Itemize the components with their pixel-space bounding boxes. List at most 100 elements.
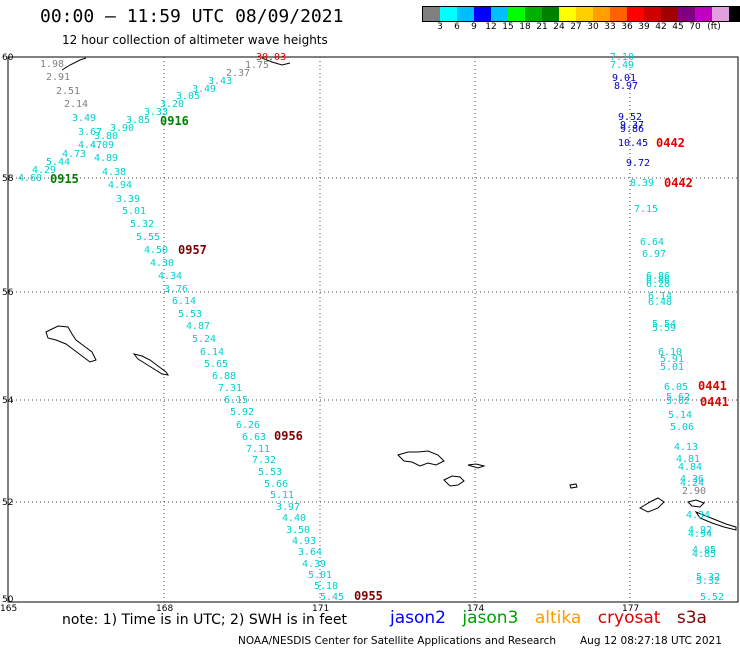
- swh-label: 4.40: [282, 513, 306, 524]
- footer-timestamp: Aug 12 08:27:18 UTC 2021: [580, 635, 722, 647]
- swh-label: 8.97: [614, 81, 638, 92]
- swh-label: 10.45: [618, 138, 648, 149]
- lon-label-168: 168: [156, 604, 173, 614]
- legend-swatch: [627, 7, 644, 21]
- swh-label: 7.32: [252, 455, 276, 466]
- swh-label: 1.98: [40, 59, 64, 70]
- legend-swatch: [576, 7, 593, 21]
- legend-swatch: [474, 7, 491, 21]
- swh-label: 3.76: [164, 284, 188, 295]
- legend-swatch: [661, 7, 678, 21]
- bering-island-outline: [45, 325, 97, 363]
- lat-lon-grid: [8, 57, 738, 602]
- medny-island-outline: [132, 353, 170, 376]
- swh-label: 5.62: [666, 396, 690, 407]
- page-title: 00:00 – 11:59 UTC 08/09/2021: [40, 6, 344, 27]
- land-outlines: [45, 57, 737, 531]
- time-tag-cryosat: 0441: [700, 395, 729, 409]
- swh-label: 5.54: [652, 319, 676, 330]
- swh-label: 7.49: [610, 60, 634, 71]
- legend-swatch: [525, 7, 542, 21]
- legend-tick-label: 15: [502, 22, 514, 32]
- coast-fragment-top: [261, 57, 291, 66]
- swh-label: 4.93: [292, 536, 316, 547]
- swh-label: 5.66: [264, 479, 288, 490]
- lon-label-174: 174: [467, 604, 484, 614]
- swh-label: 5.06: [670, 422, 694, 433]
- legend-unit: (ft): [707, 22, 721, 32]
- legend-swatch: [644, 7, 661, 21]
- swh-label: 2.90: [682, 486, 706, 497]
- swh-label: 3.39: [116, 194, 140, 205]
- swh-label: 5.92: [230, 407, 254, 418]
- swh-label: 4.87: [186, 321, 210, 332]
- swh-label: 6.48: [648, 297, 672, 308]
- rat-islands-outline: [687, 499, 705, 508]
- legend-tick-label: 21: [536, 22, 548, 32]
- lat-label-54: 54: [2, 396, 14, 406]
- swh-label: 4.85: [692, 545, 716, 556]
- swh-label: 8.39: [630, 178, 654, 189]
- swh-label: 4.29: [32, 165, 56, 176]
- swh-label: 6.64: [640, 237, 664, 248]
- swh-label: 4.34: [158, 271, 182, 282]
- satellite-legend: jason2 jason3 altika cryosat s3a: [390, 608, 718, 628]
- buldir-island-outline: [569, 483, 578, 489]
- legend-swatch: [610, 7, 627, 21]
- map-frame: [7, 56, 739, 603]
- legend-tick-label: 42: [655, 22, 667, 32]
- swh-label: 3.50: [286, 525, 310, 536]
- lon-label-171: 171: [312, 604, 329, 614]
- swh-label: 5.11: [270, 490, 294, 501]
- swh-label: 4.39: [302, 559, 326, 570]
- swh-value-high: 30.03: [256, 52, 286, 63]
- swh-label: 2.37: [226, 68, 250, 79]
- swh-label: 9.52: [618, 112, 642, 123]
- swh-label: 6.86: [646, 271, 670, 282]
- legend-tick-label: 18: [519, 22, 531, 32]
- amchitka-island-outline: [694, 510, 737, 531]
- swh-label: 4.09: [90, 140, 114, 151]
- swh-label: 2.91: [46, 72, 70, 83]
- lat-label-50: 50: [2, 595, 14, 605]
- satellite-altika: altika: [534, 608, 582, 628]
- swh-label: 3.33: [144, 107, 168, 118]
- swh-label: 6.63: [242, 432, 266, 443]
- swh-label: 5.14: [668, 410, 692, 421]
- legend-swatch: [542, 7, 559, 21]
- legend-tick-label: 24: [553, 22, 565, 32]
- swh-label: 6.14: [200, 347, 224, 358]
- swh-label: 3.20: [160, 99, 184, 110]
- footer-note: note: 1) Time is in UTC; 2) SWH is in fe…: [62, 612, 348, 628]
- time-tag-cryosat: 0441: [698, 379, 727, 393]
- kamchatka-coast-fragment: [61, 57, 87, 71]
- swh-label: 5.53: [178, 309, 202, 320]
- legend-tick-label: 45: [672, 22, 684, 32]
- swh-label: 6.26: [236, 420, 260, 431]
- legend-tick-label: 9: [471, 22, 477, 32]
- swh-label: 3.64: [298, 547, 322, 558]
- legend-swatch: [491, 7, 508, 21]
- swh-label: 5.62: [666, 392, 690, 403]
- satellite-jason3: jason3: [462, 608, 519, 628]
- swh-label: 6.10: [658, 347, 682, 358]
- swh-label: 4.13: [674, 442, 698, 453]
- legend-tick-label: 3: [437, 22, 443, 32]
- swh-label: 4.94: [108, 180, 132, 191]
- swh-label: 7.31: [218, 383, 242, 394]
- swh-label: 6.15: [224, 395, 248, 406]
- lat-label-58: 58: [2, 174, 14, 184]
- swh-label: 7.10: [610, 52, 634, 63]
- swh-label: 3.90: [110, 123, 134, 134]
- swh-label: 4.38: [102, 167, 126, 178]
- time-tag-s3a: 0957: [178, 243, 207, 257]
- page-subtitle: 12 hour collection of altimeter wave hei…: [62, 33, 328, 47]
- swh-label: 5.55: [136, 232, 160, 243]
- swh-label: 4.60: [18, 173, 42, 184]
- swh-label: 3.49: [72, 113, 96, 124]
- swh-label: 4.47: [78, 140, 102, 151]
- attu-island-outline: [397, 450, 445, 467]
- swh-label: 4.73: [62, 149, 86, 160]
- legend-swatch: [729, 7, 740, 21]
- lat-label-56: 56: [2, 288, 14, 298]
